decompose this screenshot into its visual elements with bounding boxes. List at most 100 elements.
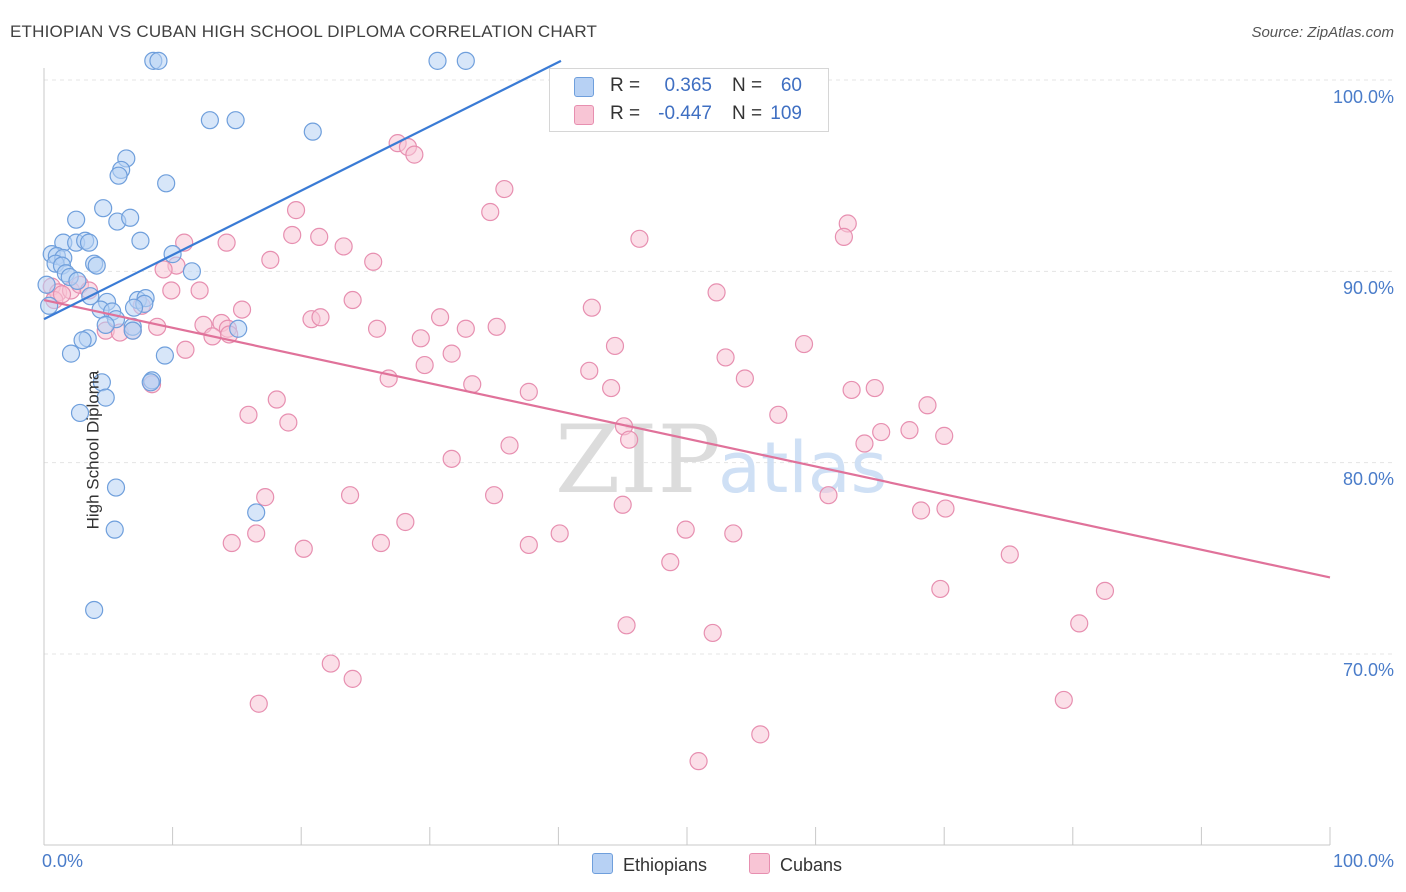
cubans-point [519, 535, 538, 555]
y-tick-label-90: 90.0% [1342, 278, 1394, 298]
ethiopians-point [106, 478, 126, 497]
cubans-point [519, 382, 538, 401]
cubans-trend-line [43, 298, 1331, 579]
ethiopians-point [229, 319, 248, 338]
cubans-point [154, 260, 173, 279]
ethiopians-point [157, 174, 176, 193]
cubans-point [261, 250, 280, 269]
cubans-point [415, 355, 434, 375]
cubans-point [371, 533, 391, 553]
ethiopians-point [70, 403, 90, 423]
cubans-point [842, 380, 861, 400]
x-tick-label-right: 100.0% [1332, 851, 1394, 871]
ethiopians-trend-line [43, 59, 562, 321]
cubans-point [689, 752, 708, 771]
cubans-point [396, 512, 415, 532]
r-label: R = [610, 75, 641, 96]
chart-title: ETHIOPIAN VS CUBAN HIGH SCHOOL DIPLOMA C… [10, 22, 598, 41]
ethiopians-point [149, 51, 168, 70]
cubans-point [162, 281, 181, 300]
cubans-point [751, 725, 770, 744]
cubans-point [321, 654, 340, 673]
ethiopians-point [37, 275, 56, 294]
y-axis-label: High School Diploma [83, 370, 103, 530]
cubans-point [819, 486, 838, 505]
watermark-zip: ZIP [555, 406, 721, 515]
cubans-point [630, 229, 649, 248]
cubans-point [550, 524, 569, 543]
ethiopians-point [94, 199, 113, 218]
cubans-point [217, 233, 236, 252]
ethiopians-point [40, 296, 59, 315]
cubans-swatch [574, 105, 594, 125]
cubans-point [911, 501, 931, 520]
cubans-point [367, 319, 387, 338]
cubans-point [286, 201, 306, 220]
cubans-point [311, 308, 330, 327]
r-label: R = [610, 103, 641, 124]
cubans-point [1000, 545, 1019, 564]
ethiopians-point [79, 233, 99, 252]
cubans-point [834, 227, 853, 246]
watermark: ZIP atlas [555, 406, 887, 515]
cubans-point [247, 524, 266, 543]
cubans-point [703, 623, 722, 643]
cubans-point [249, 694, 268, 713]
cubans-point [855, 434, 874, 453]
ethiopians-point [226, 111, 245, 130]
cubans-point [279, 413, 298, 432]
legend-item-cubans: Cubans [749, 853, 842, 876]
cubans-point [918, 396, 937, 415]
cubans-point [232, 300, 252, 319]
cubans-point [430, 308, 450, 327]
cubans-point [582, 298, 601, 317]
cubans-point [485, 486, 504, 505]
ethiopians-point [428, 51, 447, 70]
ethiopians-point [96, 388, 115, 407]
ethiopians-point [105, 520, 124, 539]
cubans-point [620, 430, 639, 449]
cubans-point [613, 495, 632, 514]
cubans-point [931, 579, 950, 599]
cubans-point [222, 533, 241, 553]
cubans-point [283, 225, 302, 245]
cubans-point [676, 520, 695, 539]
cubans-point [487, 317, 506, 336]
ethiopians-point [85, 600, 104, 620]
y-tick-label-80: 80.0% [1342, 469, 1394, 489]
cubans-point [617, 616, 636, 635]
ethiopians-point [68, 271, 87, 290]
cubans-point [267, 390, 286, 409]
cubans-point [190, 281, 209, 300]
cubans-point [405, 145, 424, 164]
cubans-point [456, 319, 475, 338]
cubans-point [900, 421, 919, 440]
cubans-point [343, 669, 362, 688]
source-label: Source: ZipAtlas.com [1251, 24, 1394, 41]
ethiopians-points [37, 51, 475, 620]
cubans-point [716, 348, 735, 367]
cubans-point [936, 499, 955, 518]
ethiopians-point [200, 111, 219, 130]
ethiopians-point [303, 122, 322, 141]
y-tick-label-70: 70.0% [1342, 660, 1394, 680]
cubans-point [500, 436, 519, 455]
ethiopians-point [131, 231, 150, 250]
r-value: -0.447 [658, 103, 712, 124]
n-label: N = [732, 103, 763, 124]
cubans-point [239, 405, 258, 424]
ethiopians-point [456, 51, 475, 70]
cubans-point [1095, 581, 1115, 600]
ethiopians-point [67, 210, 86, 229]
ethiopians-point [247, 503, 266, 522]
ethiopians-point [109, 166, 128, 185]
ethiopians-point [87, 256, 106, 275]
ethiopians-point [182, 262, 201, 281]
ethiopians-point [61, 344, 81, 363]
gridlines [44, 79, 1392, 655]
x-tick-label-left: 0.0% [42, 851, 84, 871]
cubans-point [935, 426, 954, 445]
cubans-point [256, 488, 275, 507]
ethiopians-point [73, 331, 92, 350]
